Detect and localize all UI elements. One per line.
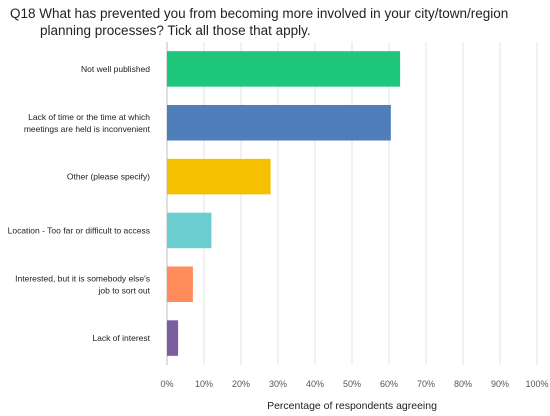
x-tick-label: 100% bbox=[525, 379, 548, 389]
bar bbox=[167, 266, 193, 303]
x-tick-label: 90% bbox=[491, 379, 509, 389]
bar bbox=[167, 320, 179, 356]
category-label: Other (please specify) bbox=[67, 172, 150, 182]
chart-title-line-2: planning processes? Tick all those that … bbox=[40, 23, 311, 38]
bar bbox=[167, 212, 212, 249]
x-tick-label: 80% bbox=[454, 379, 472, 389]
chart-title: Q18 What has prevented you from becoming… bbox=[10, 5, 540, 39]
bar bbox=[167, 104, 391, 141]
bars bbox=[167, 51, 401, 356]
x-tick-labels: 0% 10% 20% 30% 40% 50% 60% 70% 80% 90% 100% bbox=[160, 379, 548, 389]
category-label: Interested, but it is somebody else's job… bbox=[15, 273, 150, 295]
x-tick-label: 0% bbox=[160, 379, 173, 389]
chart-title-line-1: Q18 What has prevented you from becoming… bbox=[10, 6, 509, 21]
category-label: Lack of time or the time at which meeting… bbox=[24, 112, 151, 134]
x-tick-label: 50% bbox=[343, 379, 361, 389]
bar bbox=[167, 51, 401, 87]
x-tick-label: 60% bbox=[380, 379, 398, 389]
category-labels: Not well published Lack of time or the ti… bbox=[8, 64, 151, 343]
x-tick-label: 30% bbox=[269, 379, 287, 389]
x-tick-label: 70% bbox=[417, 379, 435, 389]
x-tick-label: 10% bbox=[195, 379, 213, 389]
x-tick-label: 20% bbox=[232, 379, 250, 389]
gridlines bbox=[166, 42, 538, 365]
x-axis-label: Percentage of respondents agreeing bbox=[267, 400, 437, 412]
category-label: Location - Too far or difficult to acces… bbox=[8, 225, 150, 235]
category-label: Lack of interest bbox=[92, 333, 150, 343]
bar bbox=[167, 158, 271, 195]
x-tick-label: 40% bbox=[306, 379, 324, 389]
category-label: Not well published bbox=[81, 64, 150, 74]
